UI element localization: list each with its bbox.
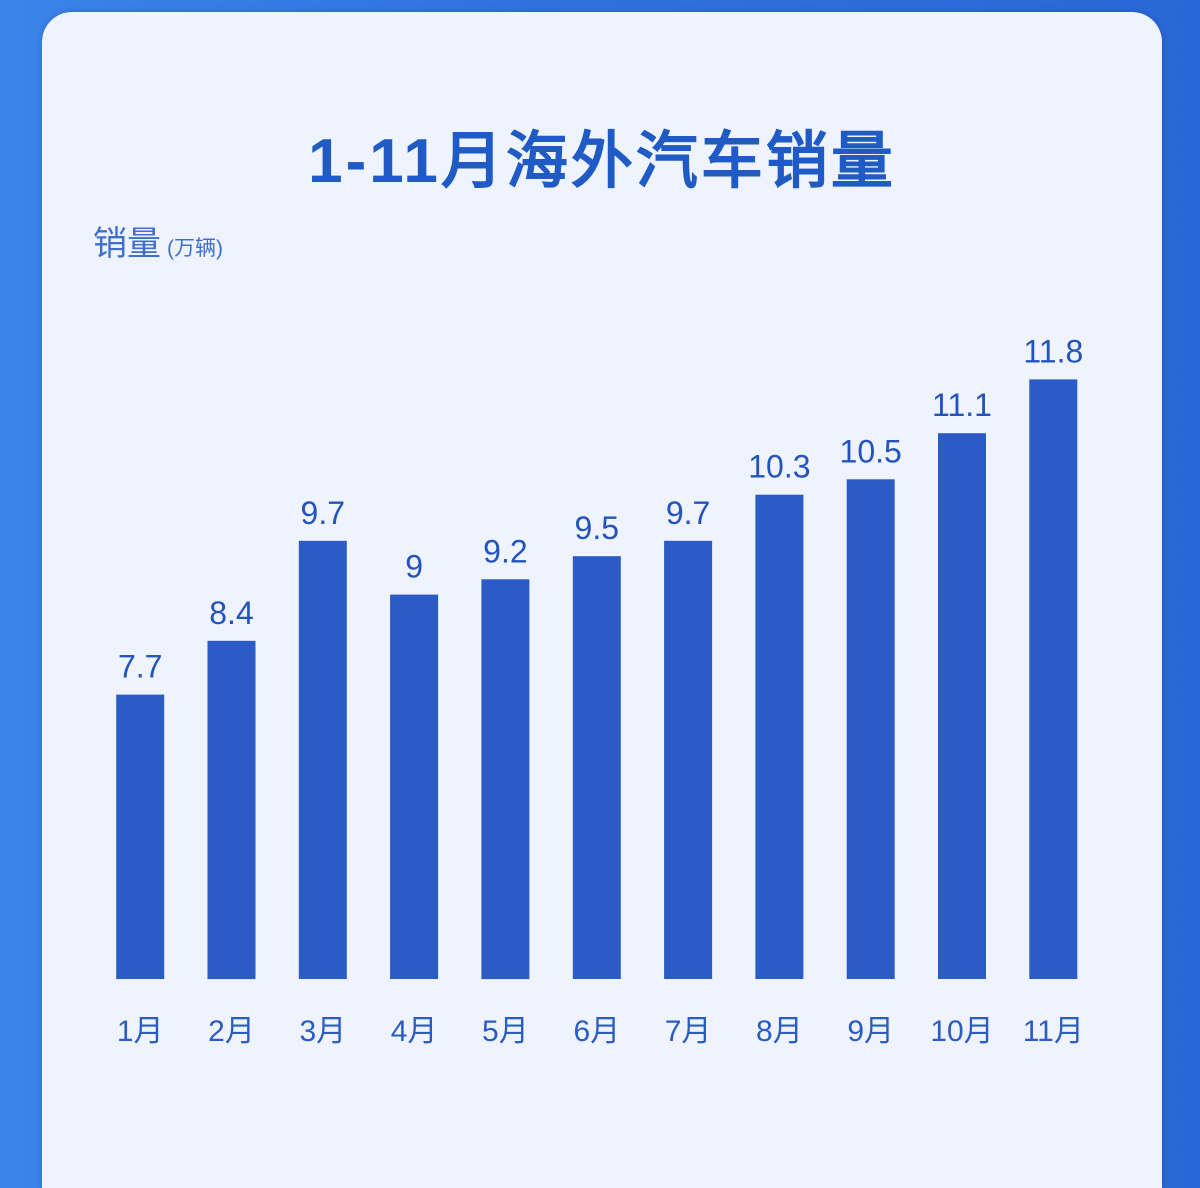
y-axis-label: 销量 (万辆) (93, 222, 223, 266)
x-tick-label-month-7: 7月 (665, 1015, 712, 1048)
value-label-month-2: 8.4 (209, 595, 253, 631)
x-tick-label-month-2: 2月 (208, 1015, 255, 1048)
x-tick-label-month-8: 8月 (756, 1015, 803, 1048)
x-tick-label-month-5: 5月 (482, 1015, 529, 1048)
x-tick-label-month-3: 3月 (299, 1015, 346, 1048)
bar-month-1 (116, 694, 165, 979)
value-labels-group: 7.7 8.4 9.7 9 9.2 9.5 9.7 10.3 10.5 11.1 11.8 (118, 333, 1083, 684)
x-tick-label-month-11: 11月 (1023, 1015, 1084, 1048)
x-tick-label-month-1: 1月 (117, 1015, 164, 1048)
value-label-month-10: 11.1 (932, 387, 992, 423)
y-axis-unit: (万辆) (167, 237, 223, 260)
x-tick-labels-group: 1月 2月 3月 4月 5月 6月 7月 8月 9月 10月 11月 (117, 1015, 1084, 1048)
bar-month-11 (1029, 379, 1078, 979)
bar-month-2 (207, 640, 256, 980)
value-label-month-9: 10.5 (840, 433, 902, 469)
x-tick-label-month-10: 10月 (930, 1015, 993, 1048)
x-tick-label-month-4: 4月 (391, 1015, 438, 1048)
value-label-month-3: 9.7 (301, 495, 345, 531)
bar-month-4 (390, 594, 439, 979)
bar-month-7 (664, 540, 713, 979)
x-tick-label-month-6: 6月 (573, 1015, 620, 1048)
bar-month-8 (755, 494, 804, 979)
y-axis-label-text: 销量 (93, 225, 161, 263)
bar-month-10 (938, 433, 986, 979)
value-label-month-6: 9.5 (575, 510, 619, 546)
bar-month-9 (846, 479, 895, 979)
value-label-month-4: 9 (405, 549, 423, 585)
value-label-month-8: 10.3 (748, 449, 810, 485)
value-label-month-1: 7.7 (118, 649, 162, 685)
value-label-month-11: 11.8 (1023, 333, 1083, 369)
value-label-month-7: 9.7 (666, 495, 710, 531)
x-tick-label-month-9: 9月 (847, 1015, 894, 1048)
bar-month-5 (481, 579, 530, 980)
bar-month-6 (572, 556, 621, 979)
bars-group (116, 379, 1078, 980)
bar-month-3 (298, 540, 347, 979)
value-label-month-5: 9.2 (483, 533, 527, 569)
chart-title: 1-11月海外汽车销量 (308, 127, 896, 196)
